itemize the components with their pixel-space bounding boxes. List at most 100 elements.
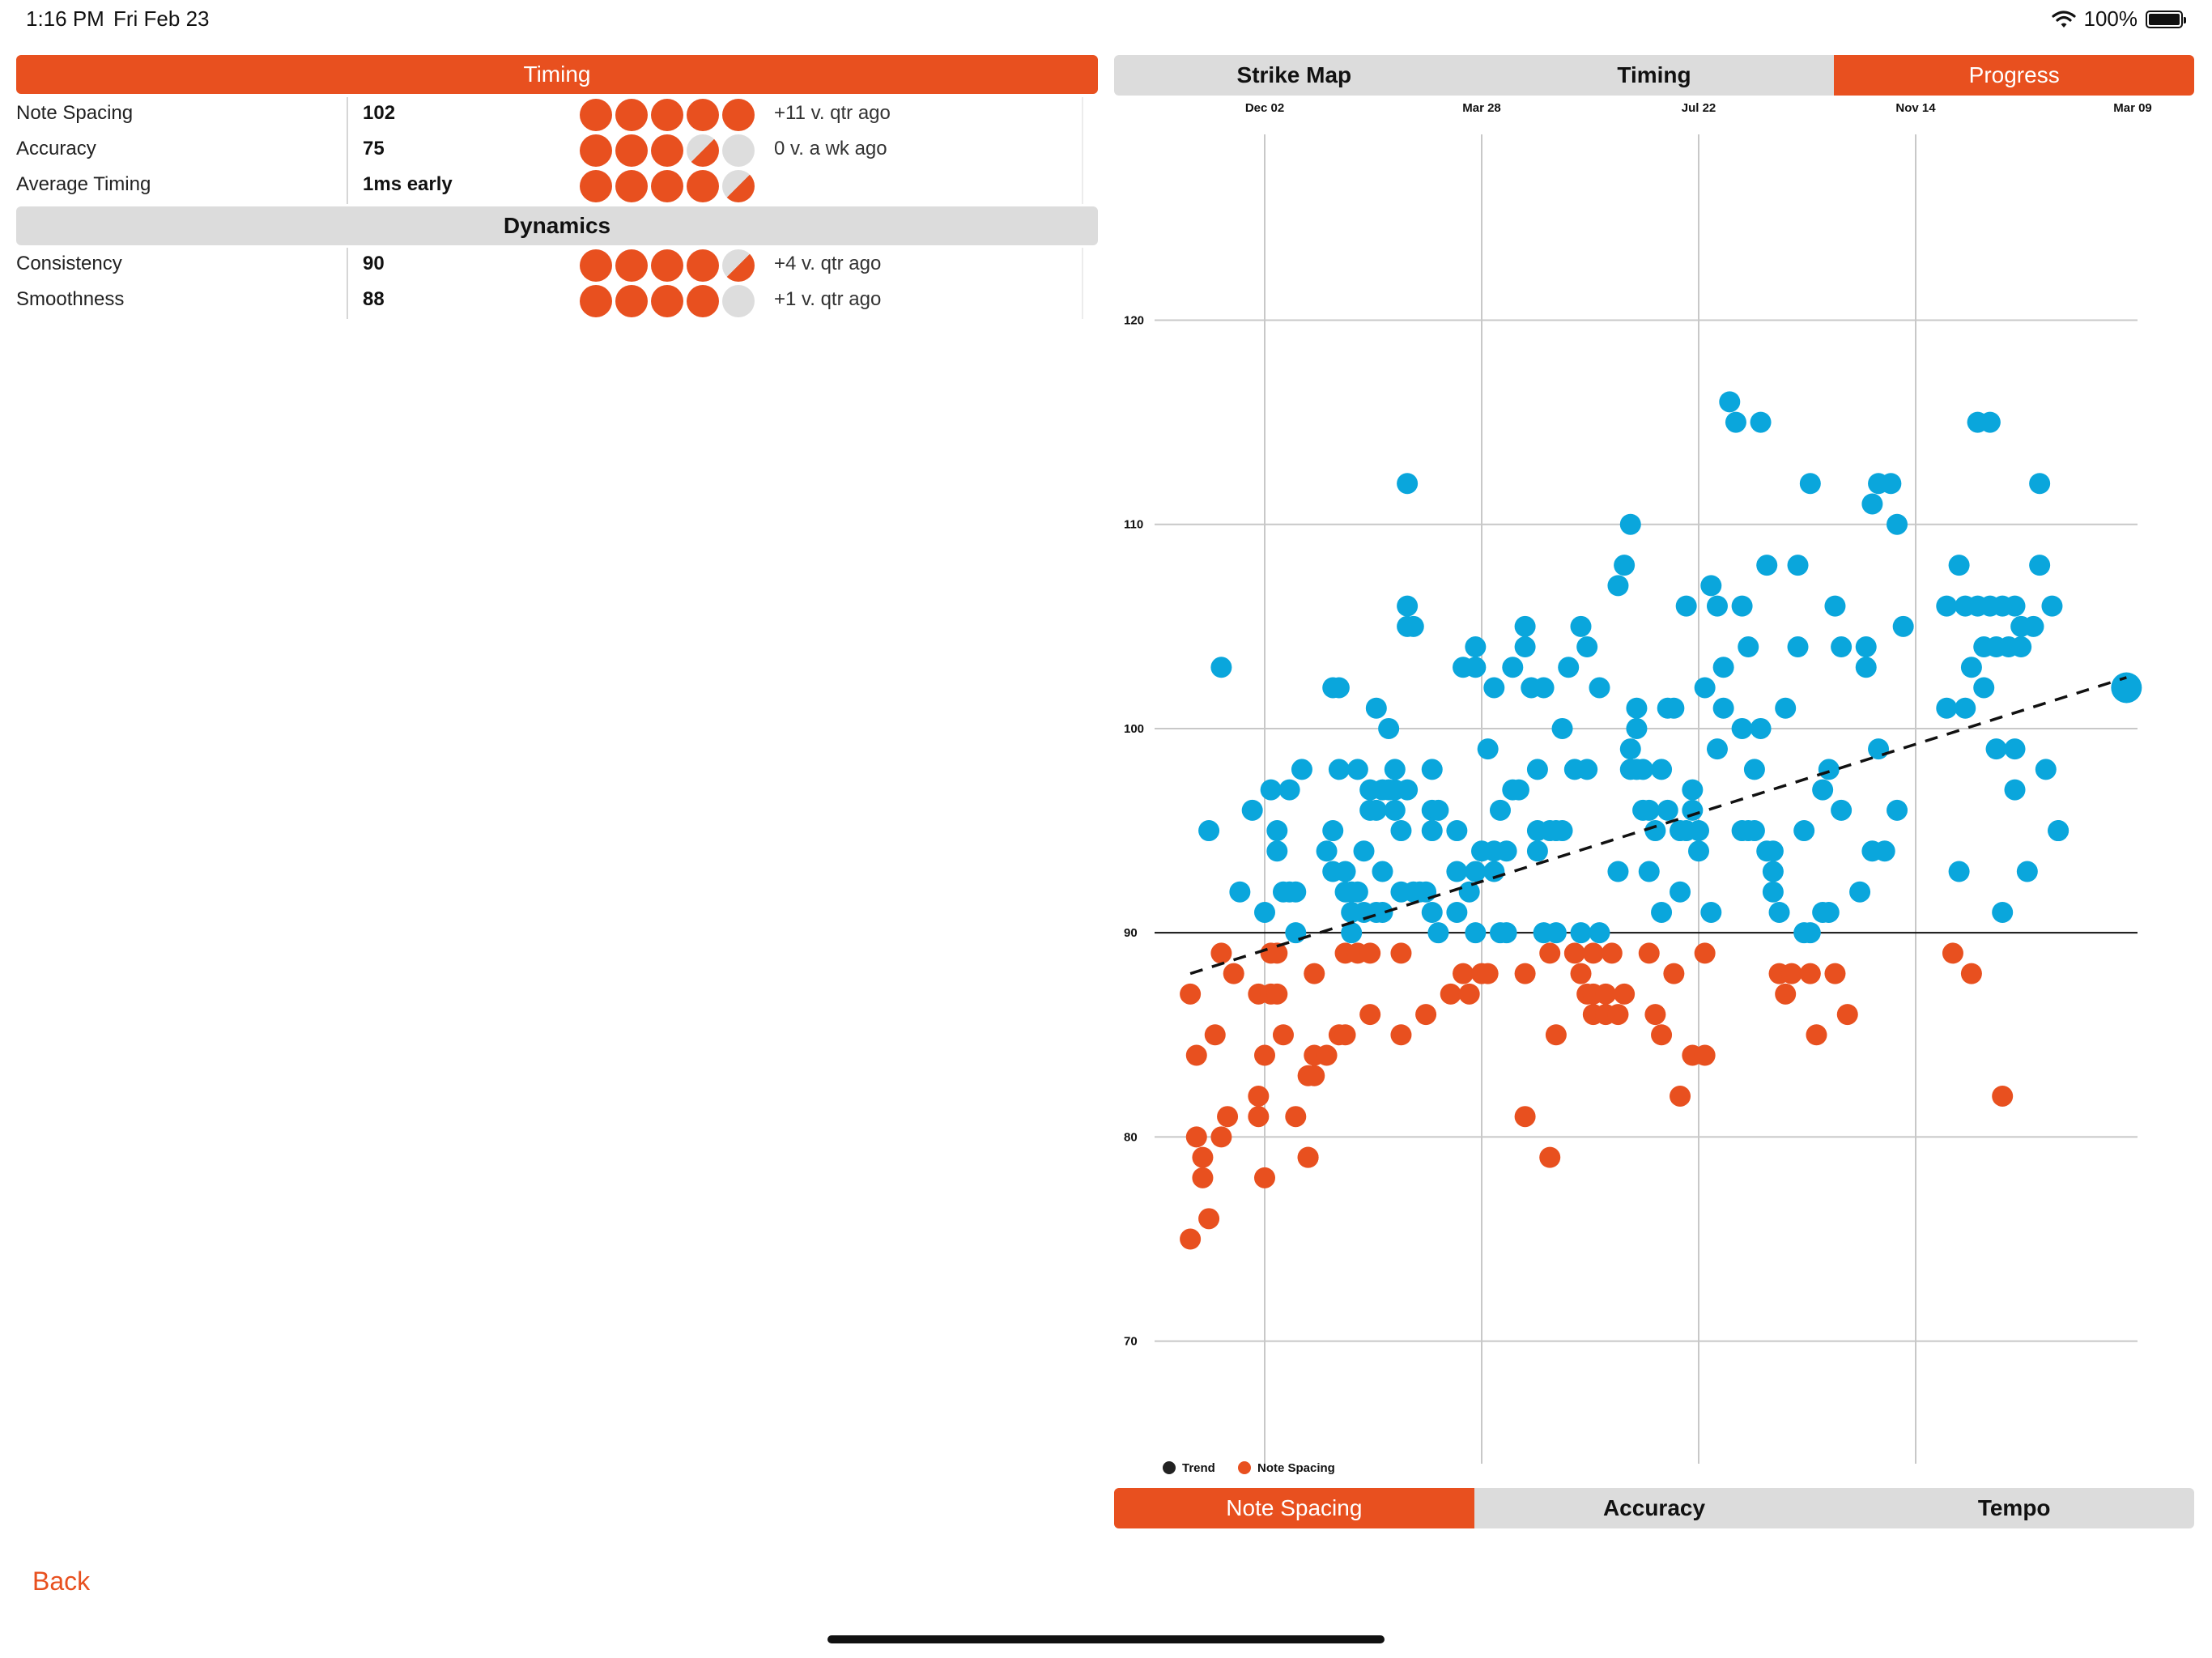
data-point <box>1831 636 1853 658</box>
data-point <box>2041 595 2063 617</box>
data-point <box>1483 677 1505 699</box>
metric-value: 102 <box>363 102 396 124</box>
data-point <box>2048 820 2069 842</box>
data-point <box>1465 657 1487 678</box>
data-point <box>1346 881 1368 903</box>
data-point <box>1489 799 1511 821</box>
data-point <box>1285 881 1307 903</box>
data-point <box>1421 820 1443 842</box>
data-point <box>1304 963 1325 984</box>
data-point <box>1836 1004 1858 1026</box>
data-point <box>1706 595 1728 617</box>
rating-dots <box>580 285 755 317</box>
data-point <box>1570 963 1592 984</box>
data-point <box>1180 1228 1202 1250</box>
data-point <box>1402 615 1424 637</box>
data-point <box>1198 1208 1220 1230</box>
battery-icon <box>2146 10 2186 28</box>
tab-accuracy[interactable]: Accuracy <box>1474 1488 1835 1528</box>
data-point <box>1880 473 1902 495</box>
data-point <box>1365 799 1387 821</box>
data-point <box>1266 983 1288 1005</box>
metric-row-smoothness: Smoothness 88 +1 v. qtr ago <box>16 283 1085 319</box>
data-point <box>1824 963 1846 984</box>
battery-percent: 100% <box>2083 6 2138 31</box>
data-point <box>1595 983 1617 1005</box>
data-point <box>1855 657 1877 678</box>
data-point <box>1192 1146 1214 1168</box>
y-tick-label: 90 <box>1124 926 1138 940</box>
column-divider <box>347 283 348 319</box>
data-point <box>1780 963 1802 984</box>
metric-comparison: 0 v. a wk ago <box>774 138 887 159</box>
data-point <box>1948 555 1970 576</box>
data-point <box>1682 799 1704 821</box>
legend-trend-label: Trend <box>1182 1461 1215 1475</box>
data-point <box>1688 820 1709 842</box>
data-point <box>1849 881 1871 903</box>
y-tick-label: 110 <box>1124 518 1143 532</box>
home-indicator[interactable] <box>827 1635 1385 1643</box>
tab-timing[interactable]: Timing <box>1474 55 1835 96</box>
data-point <box>1725 411 1746 433</box>
data-point <box>1210 942 1232 964</box>
data-point <box>1248 1106 1270 1128</box>
metric-tabs: Note Spacing Accuracy Tempo <box>1114 1488 2194 1528</box>
status-right: 100% <box>2051 6 2186 32</box>
rating-dots <box>580 99 755 131</box>
tab-tempo[interactable]: Tempo <box>1834 1488 2194 1528</box>
data-point <box>1831 799 1853 821</box>
rating-dot-full <box>615 170 648 202</box>
data-point <box>2029 473 2051 495</box>
rating-dots <box>580 170 755 202</box>
trend-line <box>1189 676 2127 976</box>
data-point <box>1397 595 1419 617</box>
data-point <box>1694 942 1716 964</box>
data-point <box>1291 759 1312 780</box>
legend-note-spacing-label: Note Spacing <box>1257 1461 1335 1475</box>
rating-dot-full <box>722 99 755 131</box>
data-point <box>1285 922 1307 944</box>
rating-dot-partial <box>722 249 755 282</box>
metric-value: 88 <box>363 288 385 310</box>
data-point <box>1465 636 1487 658</box>
back-button[interactable]: Back <box>32 1567 91 1596</box>
metric-label: Accuracy <box>16 138 96 159</box>
rating-dots <box>580 134 755 167</box>
data-point <box>2004 595 2026 617</box>
data-point <box>1731 595 1753 617</box>
data-point <box>1644 820 1666 842</box>
data-point <box>1539 942 1561 964</box>
tab-progress[interactable]: Progress <box>1834 55 2194 96</box>
data-point <box>1415 1004 1437 1026</box>
data-point <box>1260 779 1282 801</box>
wifi-icon <box>2051 10 2076 28</box>
rating-dot-partial <box>687 134 719 167</box>
data-point <box>1440 983 1461 1005</box>
data-point <box>1316 840 1338 862</box>
data-point <box>1446 901 1468 923</box>
data-point <box>1601 942 1623 964</box>
rating-dot-full <box>580 134 612 167</box>
data-point <box>1992 901 2014 923</box>
data-point <box>1390 820 1412 842</box>
data-point <box>1799 922 1821 944</box>
y-tick-label: 100 <box>1124 722 1144 736</box>
data-point <box>1551 820 1573 842</box>
rating-dot-full <box>687 170 719 202</box>
rating-dot-partial <box>722 170 755 202</box>
metric-row-average-timing: Average Timing 1ms early <box>16 168 1085 204</box>
column-divider <box>1082 133 1083 168</box>
data-point <box>1712 697 1734 719</box>
data-point <box>1657 799 1678 821</box>
data-point <box>1756 555 1778 576</box>
data-point <box>1874 840 1895 862</box>
data-point <box>1663 963 1685 984</box>
tab-strike-map[interactable]: Strike Map <box>1114 55 1474 96</box>
data-point <box>1526 840 1548 862</box>
data-point <box>1204 1024 1226 1046</box>
data-point <box>1465 922 1487 944</box>
data-point <box>1495 840 1517 862</box>
tab-note-spacing[interactable]: Note Spacing <box>1114 1488 1474 1528</box>
column-divider <box>1082 248 1083 283</box>
